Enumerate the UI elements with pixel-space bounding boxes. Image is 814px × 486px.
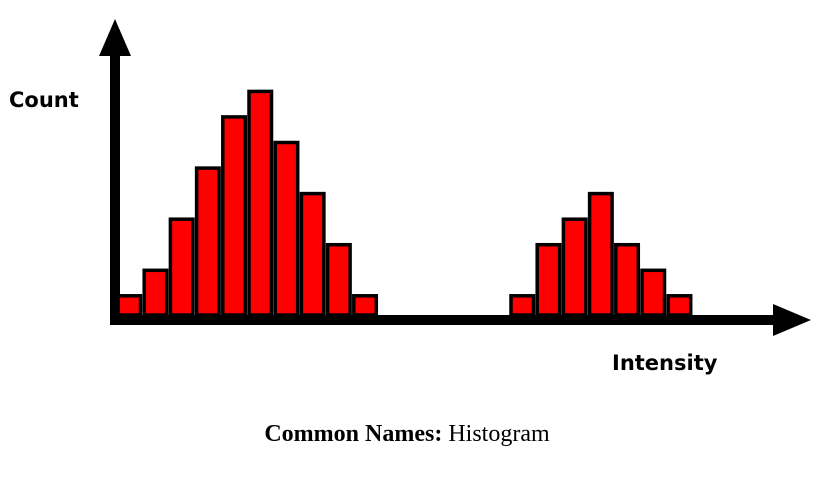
histogram-bar bbox=[221, 115, 248, 317]
x-axis-label: Intensity bbox=[612, 351, 718, 375]
histogram-bar bbox=[509, 294, 536, 317]
axes-group bbox=[99, 19, 811, 336]
histogram-bar bbox=[247, 89, 274, 317]
histogram-bar bbox=[116, 294, 143, 317]
histogram-chart bbox=[99, 19, 811, 336]
y-axis-label: Count bbox=[9, 88, 79, 112]
histogram-bar bbox=[614, 242, 641, 317]
histogram-bar bbox=[640, 268, 667, 317]
histogram-bar bbox=[168, 217, 195, 317]
x-axis-arrow bbox=[773, 304, 811, 336]
histogram-bar bbox=[299, 191, 326, 317]
histogram-bar bbox=[561, 217, 588, 317]
caption-label: Common Names: bbox=[264, 421, 443, 447]
caption-value: Histogram bbox=[448, 421, 550, 447]
histogram-bar bbox=[142, 268, 169, 317]
histogram-bar bbox=[352, 294, 379, 317]
histogram-bar bbox=[273, 140, 300, 317]
histogram-bar bbox=[535, 242, 562, 317]
histogram-bar bbox=[325, 242, 352, 317]
caption: Common Names: Histogram bbox=[0, 421, 814, 448]
histogram-bar bbox=[587, 191, 614, 317]
bars-group bbox=[116, 89, 693, 317]
histogram-bar bbox=[666, 294, 693, 317]
histogram-bar bbox=[194, 166, 221, 317]
y-axis-arrow bbox=[99, 19, 131, 56]
